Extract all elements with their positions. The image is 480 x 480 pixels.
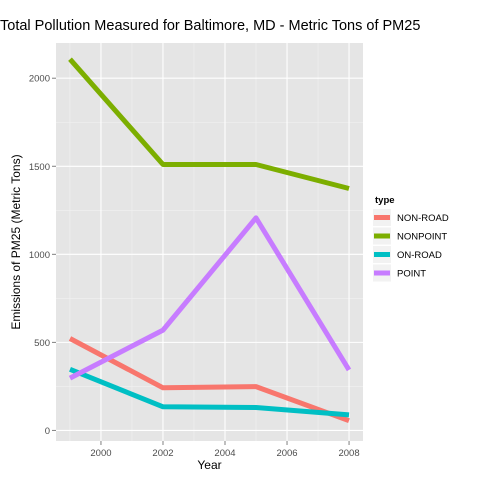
y-axis: 0 500 1000 1500 2000	[29, 74, 56, 437]
series-line-nonpoint	[68, 57, 350, 191]
grid-major	[56, 43, 363, 441]
series-lines	[68, 57, 352, 424]
y-axis-title: Emissions of PM25 (Metric Tons)	[9, 154, 23, 329]
plot-panel	[56, 43, 363, 441]
y-tick-label: 500	[34, 338, 50, 349]
x-axis-title: Year	[197, 458, 221, 472]
x-tick-label: 2006	[276, 448, 297, 459]
series-line-non-road	[68, 336, 350, 424]
y-tick-label: 2000	[29, 74, 50, 85]
y-tick-label: 1000	[29, 250, 50, 261]
legend-label: NONPOINT	[397, 232, 447, 243]
y-tick-label: 1500	[29, 162, 50, 173]
x-axis: 2000 2002 2004 2006 2008	[90, 441, 360, 459]
legend-title: type	[375, 195, 395, 206]
series-line-on-road	[69, 366, 350, 418]
x-tick-label: 2008	[338, 448, 359, 459]
y-tick-label: 0	[45, 426, 50, 437]
legend-label: NON-ROAD	[397, 213, 449, 224]
legend: type NON-ROAD NONPOINT ON-ROAD POINT	[373, 195, 449, 282]
legend-label: ON-ROAD	[397, 250, 442, 261]
x-tick-label: 2000	[90, 448, 111, 459]
legend-label: POINT	[397, 269, 426, 280]
x-tick-label: 2004	[214, 448, 235, 459]
x-tick-label: 2002	[152, 448, 173, 459]
series-line-point	[68, 215, 352, 381]
chart-title: Total Pollution Measured for Baltimore, …	[0, 18, 420, 34]
